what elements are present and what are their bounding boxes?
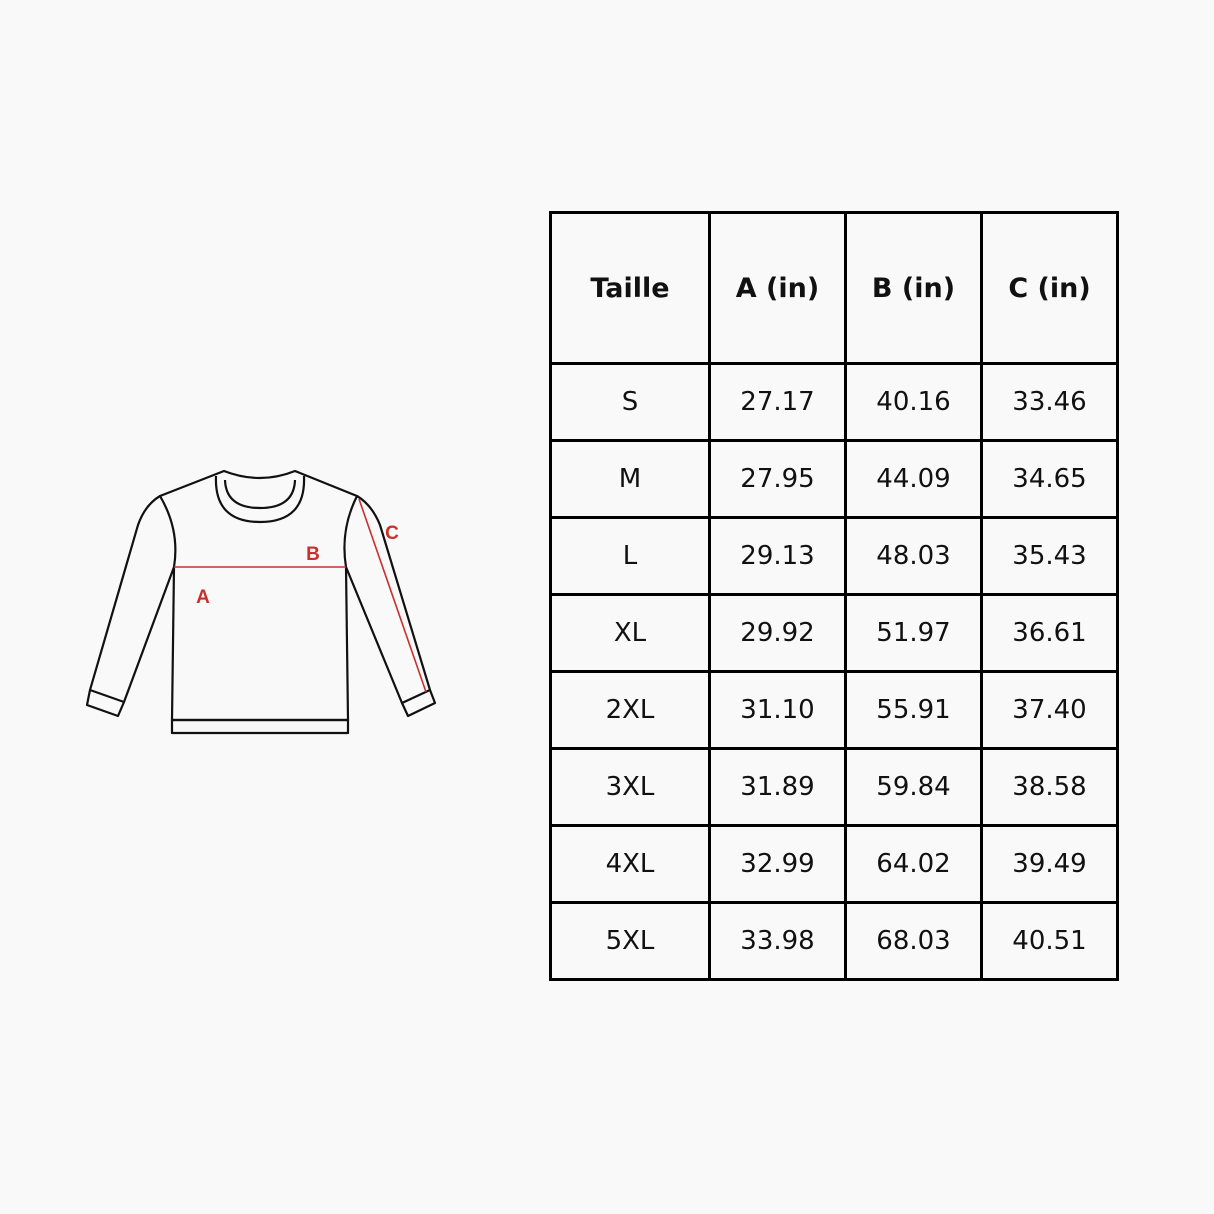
header-b: B (in) bbox=[844, 211, 983, 365]
cell-a: 32.99 bbox=[708, 824, 847, 904]
collar-outer bbox=[214, 475, 306, 524]
header-row: Taille A (in) B (in) C (in) bbox=[549, 211, 1119, 365]
cell-b: 59.84 bbox=[844, 747, 983, 827]
cell-b: 44.09 bbox=[844, 439, 983, 519]
cell-c: 38.58 bbox=[980, 747, 1119, 827]
cell-size: 2XL bbox=[549, 670, 711, 750]
cell-size: XL bbox=[549, 593, 711, 673]
size-table: Taille A (in) B (in) C (in) S 27.17 40.16 3… bbox=[549, 211, 1119, 981]
label-a: A bbox=[196, 587, 210, 608]
table-row: 2XL 31.10 55.91 37.40 bbox=[549, 670, 1119, 750]
cell-b: 55.91 bbox=[844, 670, 983, 750]
cell-a: 27.17 bbox=[708, 362, 847, 442]
cell-a: 29.92 bbox=[708, 593, 847, 673]
cell-b: 40.16 bbox=[844, 362, 983, 442]
cell-b: 64.02 bbox=[844, 824, 983, 904]
cell-c: 35.43 bbox=[980, 516, 1119, 596]
cell-c: 40.51 bbox=[980, 901, 1119, 981]
hem-band bbox=[170, 718, 350, 735]
cell-size: L bbox=[549, 516, 711, 596]
cell-a: 31.89 bbox=[708, 747, 847, 827]
measure-line-c bbox=[358, 498, 427, 693]
cell-b: 51.97 bbox=[844, 593, 983, 673]
label-b: B bbox=[306, 544, 320, 565]
cell-size: S bbox=[549, 362, 711, 442]
header-size: Taille bbox=[549, 211, 711, 365]
cell-a: 33.98 bbox=[708, 901, 847, 981]
table-row: M 27.95 44.09 34.65 bbox=[549, 439, 1119, 519]
cell-b: 68.03 bbox=[844, 901, 983, 981]
cell-c: 39.49 bbox=[980, 824, 1119, 904]
cell-size: 3XL bbox=[549, 747, 711, 827]
cell-c: 33.46 bbox=[980, 362, 1119, 442]
header-a: A (in) bbox=[708, 211, 847, 365]
cell-c: 34.65 bbox=[980, 439, 1119, 519]
left-sleeve bbox=[88, 495, 176, 703]
label-c: C bbox=[385, 523, 399, 544]
cell-c: 36.61 bbox=[980, 593, 1119, 673]
right-cuff bbox=[400, 688, 437, 718]
table-row: 5XL 33.98 68.03 40.51 bbox=[549, 901, 1119, 981]
header-c: C (in) bbox=[980, 211, 1119, 365]
cell-size: 4XL bbox=[549, 824, 711, 904]
collar-inner bbox=[223, 479, 297, 510]
cell-a: 27.95 bbox=[708, 439, 847, 519]
cell-c: 37.40 bbox=[980, 670, 1119, 750]
cell-a: 29.13 bbox=[708, 516, 847, 596]
table-row: S 27.17 40.16 33.46 bbox=[549, 362, 1119, 442]
table-row: 3XL 31.89 59.84 38.58 bbox=[549, 747, 1119, 827]
table-row: L 29.13 48.03 35.43 bbox=[549, 516, 1119, 596]
sweater-diagram bbox=[85, 469, 437, 735]
sweater-body-outline bbox=[158, 469, 359, 722]
cell-b: 48.03 bbox=[844, 516, 983, 596]
right-sleeve bbox=[344, 495, 432, 704]
cell-size: M bbox=[549, 439, 711, 519]
cell-a: 31.10 bbox=[708, 670, 847, 750]
cell-size: 5XL bbox=[549, 901, 711, 981]
table-row: XL 29.92 51.97 36.61 bbox=[549, 593, 1119, 673]
left-cuff bbox=[85, 688, 126, 718]
table-row: 4XL 32.99 64.02 39.49 bbox=[549, 824, 1119, 904]
